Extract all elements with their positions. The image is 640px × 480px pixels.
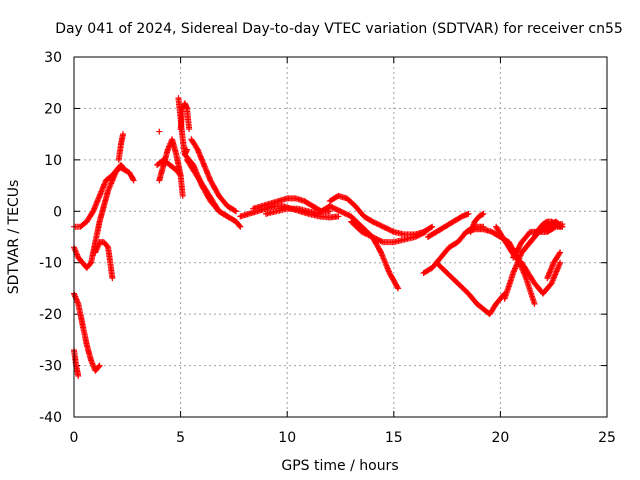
- data-point-markers: [177, 100, 193, 132]
- data-series-arc-02: [71, 162, 129, 271]
- data-point-markers: [531, 218, 564, 240]
- data-series-arc-23: [433, 259, 508, 318]
- data-point-markers: [71, 162, 129, 271]
- x-tick-label: 0: [70, 430, 79, 446]
- x-tick-label: 25: [598, 430, 616, 446]
- plot-frame: [73, 56, 608, 418]
- data-series-arc-25: [467, 210, 487, 235]
- x-axis-label: GPS time / hours: [281, 458, 398, 474]
- data-series-arc-04: [115, 131, 127, 163]
- data-point-markers: [262, 205, 323, 217]
- data-point-markers: [188, 136, 240, 215]
- data-series-arc-11: [177, 100, 193, 132]
- y-tick-label: -40: [39, 410, 62, 426]
- y-tick-label: -30: [39, 359, 62, 375]
- data-series-arc-31: [544, 249, 564, 282]
- data-point-markers: [467, 210, 487, 235]
- data-series-arc-20: [348, 218, 429, 246]
- y-tick-label: 30: [44, 50, 62, 66]
- chart-title: Day 041 of 2024, Sidereal Day-to-day VTE…: [55, 21, 623, 37]
- y-tick-label: 20: [44, 101, 62, 117]
- data-series-arc-17: [262, 205, 323, 217]
- data-series-arc-03: [92, 239, 116, 282]
- data-series-arc-30: [531, 218, 564, 240]
- data-series-arc-13: [188, 136, 240, 215]
- y-tick-label: 10: [44, 153, 62, 169]
- x-tick-label: 15: [385, 430, 403, 446]
- data-point-markers: [181, 151, 231, 220]
- y-axis-label: SDTVAR / TECUs: [6, 180, 22, 295]
- data-point-markers: [424, 210, 472, 240]
- data-point-markers: [92, 239, 116, 282]
- x-tick-label: 20: [491, 430, 509, 446]
- data-point-markers: [348, 218, 429, 246]
- y-tick-label: -10: [39, 256, 62, 272]
- data-series-arc-08: [154, 156, 184, 179]
- data-series-arc-06: [71, 347, 82, 379]
- x-tick-label: 10: [278, 430, 296, 446]
- x-tick-label: 5: [176, 430, 185, 446]
- tick-labels: 0 5 10 15 20 25 30 20 10 0 -10 -20 -30 -40: [39, 50, 616, 446]
- data-point-markers: [544, 249, 564, 282]
- data-point-markers: [71, 347, 82, 379]
- data-point-markers: [156, 128, 163, 135]
- data-point-markers: [154, 156, 184, 179]
- y-tick-label: -20: [39, 307, 62, 323]
- data-point-markers: [433, 259, 508, 318]
- y-tick-label: 0: [53, 204, 62, 220]
- data-points: [71, 95, 566, 379]
- data-series-arc-14: [181, 151, 231, 220]
- data-series-arc-21: [424, 210, 472, 240]
- data-series-arc-09: [156, 128, 163, 135]
- data-point-markers: [115, 131, 127, 163]
